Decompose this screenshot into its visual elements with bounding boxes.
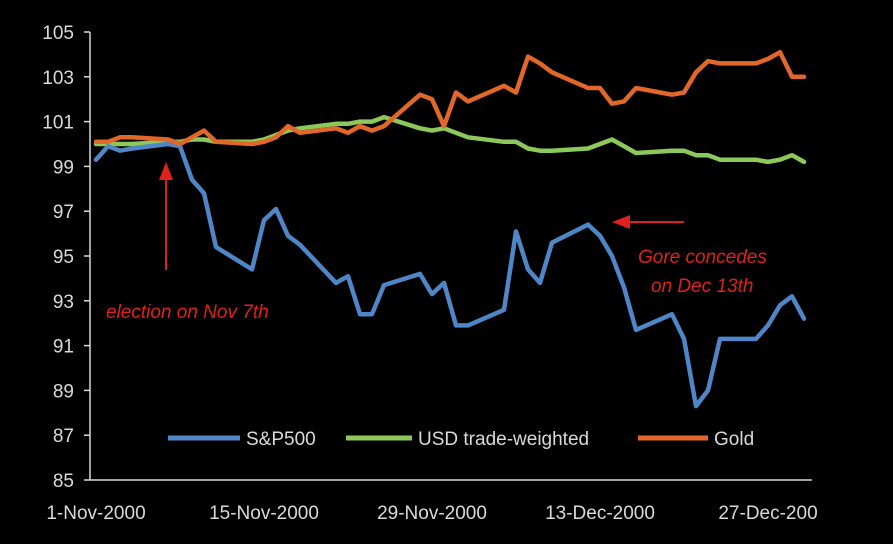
annotation-gore-line2: on Dec 13th (651, 276, 753, 297)
y-tick-label: 101 (42, 113, 74, 134)
arrow-up-head-icon (159, 162, 173, 180)
legend-label-gold: Gold (714, 429, 754, 450)
y-tick-label: 97 (53, 202, 74, 223)
annotation-election: election on Nov 7th (106, 162, 269, 323)
y-tick-label: 99 (53, 157, 74, 178)
series-layer (93, 49, 807, 409)
arrow-left-head-icon (612, 215, 630, 229)
x-tick-label: 29-Nov-2000 (377, 503, 487, 524)
y-tick-label: 95 (53, 247, 74, 268)
y-tick-label: 93 (53, 292, 74, 313)
y-tick-label: 91 (53, 337, 74, 358)
legend: S&P500 USD trade-weighted Gold (168, 429, 754, 450)
y-tick-label: 105 (42, 23, 74, 44)
annotation-election-text: election on Nov 7th (106, 302, 269, 323)
x-axis-ticks: 1-Nov-2000 15-Nov-2000 29-Nov-2000 13-Dec-2… (46, 503, 817, 524)
series-line-gold (93, 49, 807, 147)
x-tick-label: 15-Nov-2000 (209, 503, 319, 524)
annotation-gore: Gore concedes on Dec 13th (612, 215, 767, 297)
series-line-usd-trade-weighted (93, 114, 807, 165)
y-tick-label: 87 (53, 426, 74, 447)
x-tick-label: 27-Dec-200 (718, 503, 817, 524)
y-tick-label: 89 (53, 381, 74, 402)
x-tick-label: 13-Dec-2000 (545, 503, 655, 524)
legend-label-usd: USD trade-weighted (418, 429, 589, 450)
y-axis-ticks: 85 87 89 91 93 95 97 99 101 103 105 (42, 23, 90, 492)
series-line-s-p500 (93, 141, 807, 409)
annotation-gore-line1: Gore concedes (638, 247, 767, 268)
x-tick-label: 1-Nov-2000 (46, 503, 145, 524)
legend-label-sp500: S&P500 (246, 429, 316, 450)
y-tick-label: 85 (53, 471, 74, 492)
y-tick-label: 103 (42, 68, 74, 89)
